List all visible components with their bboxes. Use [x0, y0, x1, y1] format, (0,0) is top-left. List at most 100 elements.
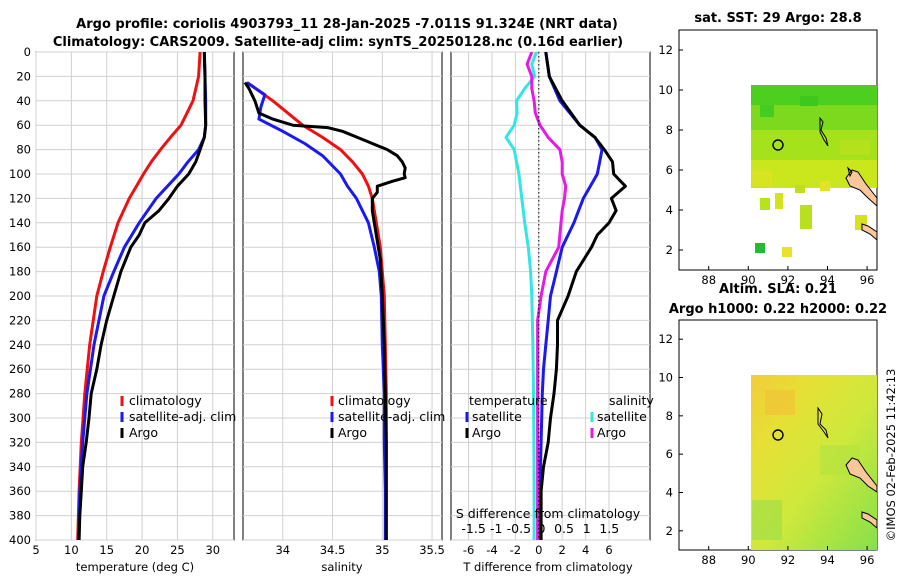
sst-map-field — [751, 85, 877, 257]
legend-label-climatology: climatology — [129, 393, 202, 408]
sla-argo-marker — [772, 429, 784, 441]
legend-label-satellite: satellite-adj. clim — [129, 409, 236, 424]
tdiff-xlabel: T difference from climatology — [462, 560, 633, 574]
salinity-line-argo — [243, 81, 407, 540]
depth-tick-label: 120 — [9, 191, 31, 205]
x-tick-label: -4 — [486, 543, 497, 557]
main-title-line2: Climatology: CARS2009. Satellite-adj cli… — [53, 35, 623, 50]
sla-field-cell — [752, 500, 782, 540]
sla-map-landmass — [861, 511, 877, 529]
depth-tick-label: 60 — [16, 118, 31, 132]
map-y-tick-label: 2 — [666, 524, 673, 538]
sla-map-island — [817, 406, 829, 439]
sst-field-cell — [820, 181, 830, 191]
legend-title-temperature: temperature — [469, 393, 548, 408]
legend-label-s-argo: Argo — [597, 425, 626, 440]
sst-field-cell — [760, 105, 774, 117]
map-y-tick-label: 8 — [666, 123, 673, 137]
legend-label-s-satellite: satellite — [597, 409, 647, 424]
x-tick-label: 10 — [64, 543, 79, 557]
main-title-line1: Argo profile: coriolis 4903793_11 28-Jan… — [76, 17, 618, 32]
difference-line-s-argo — [525, 52, 568, 540]
sdiff-tick-label: 1 — [583, 521, 591, 536]
map-x-tick-label: 90 — [741, 273, 756, 287]
x-tick-label: 34 — [275, 543, 290, 557]
map-x-tick-label: 96 — [860, 553, 875, 567]
map-y-tick-label: 8 — [666, 409, 673, 423]
legend-title-salinity: salinity — [609, 393, 654, 408]
map-x-tick-label: 96 — [860, 273, 875, 287]
sst-argo-marker — [772, 139, 784, 151]
depth-tick-label: 160 — [9, 240, 31, 254]
temperature-line-climatology — [76, 52, 202, 540]
sdiff-tick-label: 0.5 — [554, 521, 574, 536]
map-y-tick-label: 10 — [658, 371, 673, 385]
difference-line-s-satellite — [504, 52, 538, 540]
map-x-tick-label: 90 — [741, 553, 756, 567]
difference-legend: temperature salinity satellite Argo sate… — [465, 393, 654, 440]
depth-tick-label: 240 — [9, 338, 31, 352]
depth-tick-label: 360 — [9, 484, 31, 498]
x-tick-label: 2 — [559, 543, 566, 557]
sst-field-cell — [775, 193, 783, 209]
temperature-xlabel: temperature (deg C) — [76, 560, 194, 574]
sst-field-cell — [782, 247, 792, 257]
sla-map-field — [751, 375, 877, 550]
sst-map-title: sat. SST: 29 Argo: 28.8 — [694, 11, 861, 26]
depth-tick-label: 140 — [9, 216, 31, 230]
x-tick-label: 34.5 — [320, 543, 346, 557]
sdiff-tick-label: -1.5 — [461, 521, 485, 536]
x-tick-label: 6 — [605, 543, 612, 557]
depth-tick-label: 200 — [9, 289, 31, 303]
legend-label-t-satellite: satellite — [472, 409, 522, 424]
difference-series-group — [504, 52, 627, 540]
depth-tick-label: 220 — [9, 313, 31, 327]
temperature-legend: climatology satellite-adj. clim Argo — [120, 393, 236, 440]
depth-tick-label: 180 — [9, 265, 31, 279]
sst-map-landmass — [845, 169, 877, 207]
difference-line-t-argo — [539, 52, 627, 540]
map-x-tick-label: 92 — [781, 273, 796, 287]
depth-tick-label: 80 — [16, 143, 31, 157]
depth-tick-label: 400 — [9, 533, 31, 547]
depth-tick-label: 0 — [24, 45, 31, 59]
map-x-tick-label: 88 — [701, 553, 716, 567]
map-y-tick-label: 12 — [658, 43, 673, 57]
depth-tick-label: 280 — [9, 387, 31, 401]
sla-map — [678, 319, 878, 551]
temperature-series-group — [76, 52, 208, 540]
x-tick-label: 4 — [582, 543, 589, 557]
sst-map-landmass — [861, 223, 877, 241]
grid-lines — [35, 51, 650, 541]
axis-ticks: 0204060801001201401601802002202402602803… — [9, 45, 619, 557]
legend-label-satellite: satellite-adj. clim — [338, 409, 445, 424]
depth-tick-label: 300 — [9, 411, 31, 425]
sst-field-cell — [800, 96, 818, 106]
x-tick-label: -6 — [463, 543, 474, 557]
sst-field-cell — [840, 140, 870, 155]
depth-tick-label: 260 — [9, 362, 31, 376]
depth-tick-label: 320 — [9, 435, 31, 449]
depth-tick-label: 340 — [9, 460, 31, 474]
map-y-tick-label: 6 — [666, 163, 673, 177]
x-tick-label: 20 — [135, 543, 150, 557]
sst-map-island — [819, 116, 829, 147]
sla-map-title-line1: Altim. SLA: 0.21 — [719, 282, 837, 297]
x-tick-label: 15 — [99, 543, 114, 557]
sst-field-cell — [800, 205, 812, 229]
sdiff-tick-label: -0.5 — [507, 521, 531, 536]
x-tick-label: 5 — [32, 543, 39, 557]
map-x-tick-label: 92 — [781, 553, 796, 567]
x-tick-label: 30 — [205, 543, 220, 557]
depth-tick-label: 100 — [9, 167, 31, 181]
map-y-tick-label: 4 — [666, 486, 673, 500]
salinity-series-group — [243, 81, 407, 540]
x-tick-label: 35.5 — [419, 543, 445, 557]
legend-label-argo: Argo — [129, 425, 158, 440]
map-y-tick-label: 2 — [666, 243, 673, 257]
map-x-tick-label: 94 — [820, 273, 835, 287]
legend-label-climatology: climatology — [338, 393, 411, 408]
sla-field-cell — [765, 390, 795, 415]
legend-label-argo: Argo — [338, 425, 367, 440]
map-y-tick-label: 10 — [658, 83, 673, 97]
